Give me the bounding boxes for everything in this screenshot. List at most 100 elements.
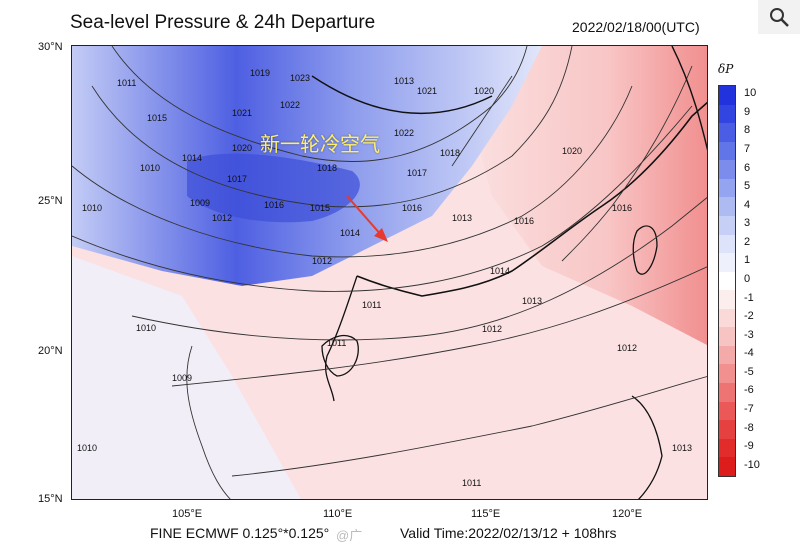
colorbar-segment xyxy=(719,141,735,161)
isobar-label: 1020 xyxy=(232,143,252,153)
isobar-label: 1011 xyxy=(362,300,381,310)
colorbar-segment xyxy=(719,271,735,291)
isobar-label: 1012 xyxy=(312,256,332,266)
lon-tick-label: 110°E xyxy=(323,508,353,520)
isobar-label: 1018 xyxy=(440,148,460,158)
colorbar-label: 9 xyxy=(744,105,751,118)
coastline-indochina xyxy=(186,345,231,499)
colorbar-segment xyxy=(719,364,735,383)
colorbar-label: 3 xyxy=(744,217,751,230)
isobar-label: 1012 xyxy=(617,343,637,353)
departure-field-strong-positive xyxy=(452,46,707,345)
zoom-button[interactable] xyxy=(758,0,800,34)
isobar-label: 1021 xyxy=(417,86,437,96)
model-label: FINE ECMWF 0.125°*0.125° xyxy=(150,525,330,541)
colorbar-label: -1 xyxy=(744,291,754,304)
colorbar-segment xyxy=(719,215,735,235)
colorbar-segment xyxy=(719,438,735,458)
valid-time-label: Valid Time:2022/02/13/12 + 108hrs xyxy=(400,525,617,541)
colorbar-label: 10 xyxy=(744,87,757,100)
init-datetime: 2022/02/18/00(UTC) xyxy=(572,19,700,35)
colorbar-segment xyxy=(719,327,735,346)
colorbar-label: -8 xyxy=(744,421,754,434)
colorbar-title: δP xyxy=(718,62,734,76)
isobar-label: 1010 xyxy=(77,443,97,453)
isobars-bold xyxy=(311,46,707,151)
isobar-label: 1013 xyxy=(452,213,472,223)
isobar-label: 1013 xyxy=(522,296,542,306)
page-title: Sea-level Pressure & 24h Departure xyxy=(70,12,376,33)
isobar-label: 1018 xyxy=(317,163,337,173)
colorbar-segment xyxy=(719,86,735,105)
colorbar-segment xyxy=(719,457,735,476)
isobar-label: 1011 xyxy=(462,478,481,488)
colorbar-segment xyxy=(719,160,735,179)
lat-tick-label: 15°N xyxy=(38,493,63,505)
isobar-label: 1022 xyxy=(280,100,300,110)
colorbar-segment xyxy=(719,197,735,216)
isobar-label: 1011 xyxy=(327,338,346,348)
colorbar xyxy=(718,85,736,477)
map-canvas: 1011 1015 1014 1019 1023 1022 1021 1020 … xyxy=(72,46,707,499)
colorbar-segment xyxy=(719,123,735,142)
isobar-label: 1021 xyxy=(232,108,252,118)
colorbar-segment xyxy=(719,234,735,254)
isobar-label: 1013 xyxy=(672,443,692,453)
isobar-label: 1010 xyxy=(82,203,102,213)
isobar-label: 1010 xyxy=(136,323,156,333)
colorbar-label: 6 xyxy=(744,161,751,174)
isobar-label: 1010 xyxy=(140,163,160,173)
pressure-map[interactable]: 1011 1015 1014 1019 1023 1022 1021 1020 … xyxy=(71,45,708,500)
isobar-label: 1013 xyxy=(394,76,414,86)
colorbar-segment xyxy=(719,253,735,272)
lon-tick-label: 120°E xyxy=(612,508,643,520)
isobar-label: 1019 xyxy=(250,68,270,78)
colorbar-segment xyxy=(719,178,735,198)
isobar-label: 1020 xyxy=(474,86,494,96)
cold-air-arrow xyxy=(346,195,388,242)
colorbar-segment xyxy=(719,290,735,309)
colorbar-label: 1 xyxy=(744,254,751,267)
colorbar-label: 0 xyxy=(744,273,751,285)
coastline-china xyxy=(356,101,707,297)
isobar-label: 1015 xyxy=(310,203,330,213)
colorbar-segment xyxy=(719,401,735,421)
hainan-island xyxy=(321,334,359,377)
colorbar-segment xyxy=(719,383,735,402)
isobar-label: 1022 xyxy=(394,128,414,138)
isobar-label: 1017 xyxy=(407,168,427,178)
colorbar-segment xyxy=(719,420,735,439)
isobar-label: 1014 xyxy=(490,266,510,276)
magnifier-icon xyxy=(770,8,789,27)
colorbar-label: -5 xyxy=(744,365,754,378)
colorbar-label: 7 xyxy=(744,143,751,155)
isobar-label-group: 1011 1015 1014 1019 1023 1022 1021 1020 … xyxy=(77,68,692,488)
isobar-label: 1012 xyxy=(212,213,232,223)
coastline-vietnam-gulf xyxy=(325,275,358,402)
isobar-label: 1017 xyxy=(227,174,247,184)
cold-air-annotation: 新一轮冷空气 xyxy=(260,132,380,156)
isobar-label: 1016 xyxy=(514,216,534,226)
watermark: @广 xyxy=(336,528,363,543)
isobar-label: 1016 xyxy=(612,203,632,213)
colorbar-label: -2 xyxy=(744,310,754,323)
colorbar-label: -6 xyxy=(744,384,754,397)
colorbar-label: -3 xyxy=(744,328,754,341)
lon-tick-label: 115°E xyxy=(471,508,501,520)
colorbar-label: -4 xyxy=(744,347,754,360)
isobar-label: 1014 xyxy=(340,228,360,238)
isobar-label: 1023 xyxy=(290,73,310,83)
colorbar-segment xyxy=(719,345,735,365)
isobar-label: 1009 xyxy=(172,373,192,383)
isobars xyxy=(72,46,707,477)
lat-tick-label: 30°N xyxy=(38,41,63,53)
isobar-label: 1016 xyxy=(264,200,284,210)
colorbar-label: 5 xyxy=(744,180,751,193)
colorbar-label: -10 xyxy=(744,458,760,471)
colorbar-label: -9 xyxy=(744,440,754,453)
colorbar-label: -7 xyxy=(744,403,754,415)
coastline-luzon xyxy=(631,395,663,499)
isobar-label: 1014 xyxy=(182,153,202,163)
colorbar-label: 2 xyxy=(744,235,751,248)
isobar-label: 1012 xyxy=(482,324,502,334)
